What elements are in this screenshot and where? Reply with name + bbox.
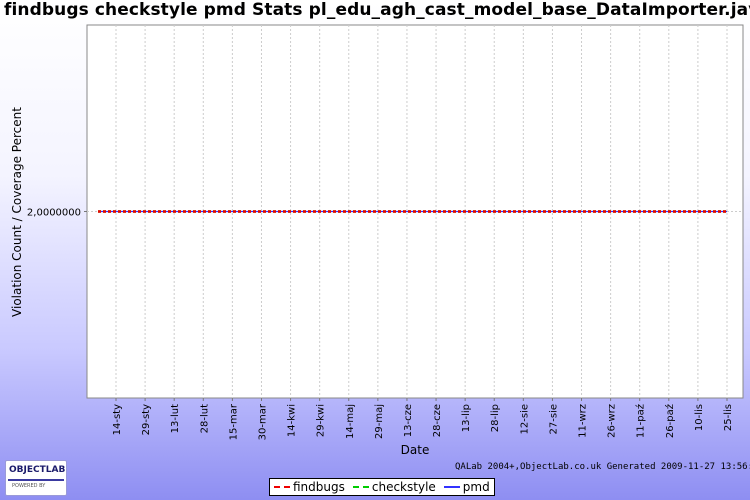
logo-divider (8, 479, 64, 481)
x-tick-label: 28-cze (432, 404, 443, 437)
x-tick-label: 27-sie (548, 404, 559, 434)
legend-item-checkstyle: checkstyle (352, 480, 436, 494)
x-tick-label: 28-lip (490, 404, 501, 432)
legend-label-pmd: pmd (462, 480, 490, 494)
x-tick-label: 12-sie (519, 404, 530, 434)
x-tick-label: 29-kwi (316, 404, 327, 437)
x-tick-label: 25-lis (723, 404, 734, 431)
x-tick-label: 10-lis (694, 404, 705, 431)
logo-wordmark: OBJECTLAB (9, 465, 66, 475)
x-tick-label: 14-sty (112, 404, 123, 435)
x-tick-label: 11-wrz (578, 404, 589, 438)
legend-label-checkstyle: checkstyle (371, 480, 436, 494)
x-axis-label: Date (401, 443, 430, 457)
x-tick-label: 26-paź (664, 404, 676, 438)
x-tick-label: 29-maj (374, 404, 385, 439)
axes: 14-sty 29-sty 13-lut 28-lut 15-mar 30-mar 14-k… (27, 208, 734, 441)
legend-label-findbugs: findbugs (293, 480, 345, 494)
legend-swatch-findbugs (274, 486, 290, 488)
logo-powered-by: POWERED BY (12, 483, 46, 489)
x-tick-label: 13-cze (403, 404, 414, 437)
objectlab-logo: OBJECTLAB POWERED BY (5, 460, 67, 496)
x-tick-label: 11-paź (635, 404, 647, 438)
x-tick-label: 30-mar (257, 403, 268, 440)
y-tick-label: 2,0000000 (27, 208, 81, 219)
x-tick-label: 26-wrz (607, 404, 618, 438)
x-tick-label: 28-lut (199, 404, 210, 433)
x-tick-label: 13-lip (461, 404, 472, 432)
footer-generated-text: QALab 2004+,ObjectLab.co.uk Generated 20… (455, 462, 750, 472)
x-tick-label: 14-kwi (287, 404, 298, 437)
legend-item-pmd: pmd (443, 480, 490, 494)
y-axis-label: Violation Count / Coverage Percent (10, 107, 24, 317)
x-tick-label: 13-lut (170, 404, 181, 433)
legend-item-findbugs: findbugs (274, 480, 345, 494)
legend-swatch-pmd (443, 486, 460, 488)
x-tick-label: 15-mar (228, 403, 239, 440)
legend: findbugs checkstyle pmd (269, 478, 495, 496)
x-tick-label: 29-sty (141, 404, 152, 435)
legend-swatch-checkstyle (352, 486, 369, 488)
chart-title: findbugs checkstyle pmd Stats pl_edu_agh… (4, 0, 750, 20)
x-tick-label: 14-maj (345, 404, 356, 439)
